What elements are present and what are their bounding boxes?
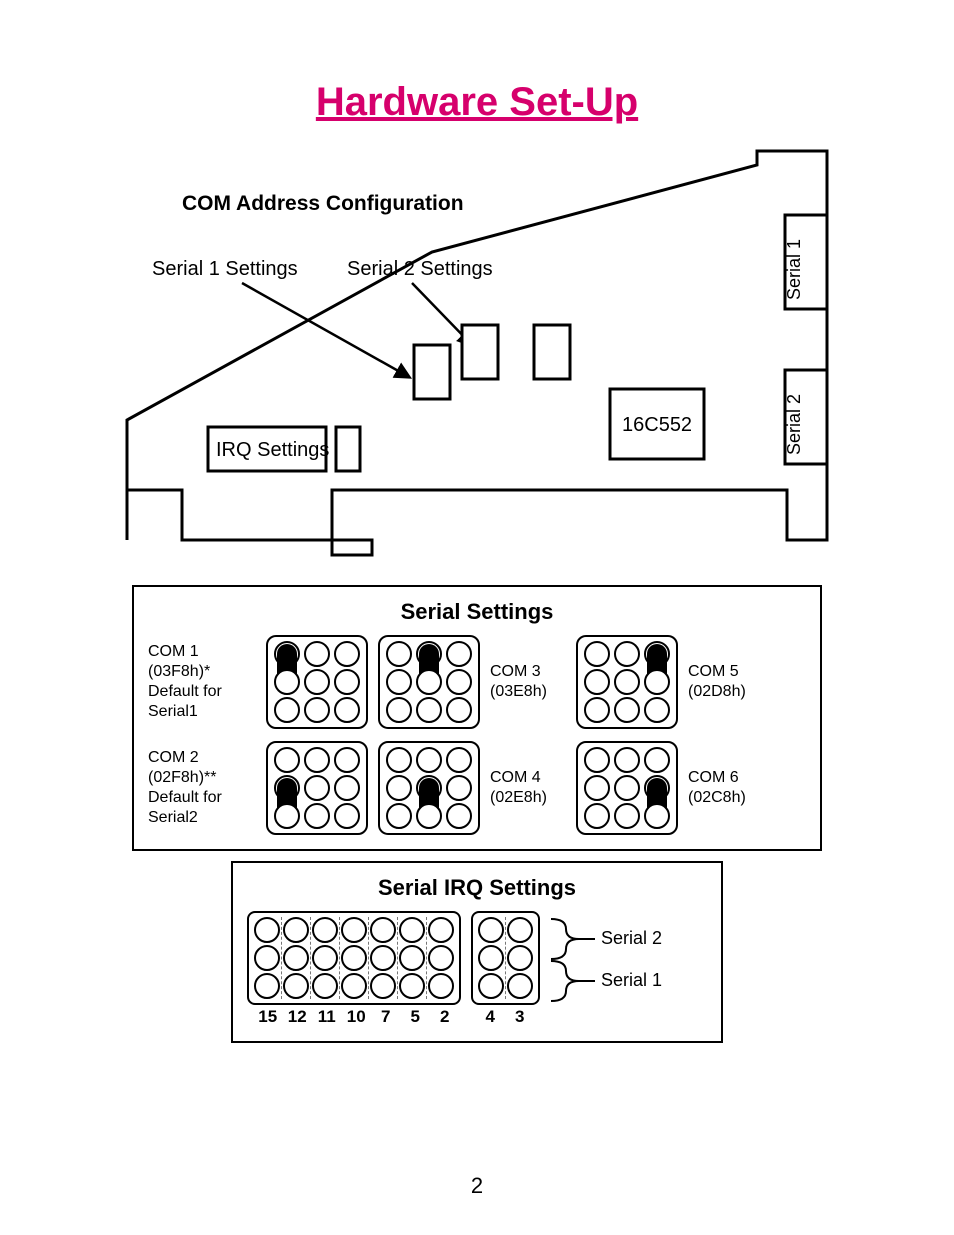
card-heading: COM Address Configuration xyxy=(182,192,464,215)
jumper-block xyxy=(378,741,480,835)
chip-label: 16C552 xyxy=(622,414,692,436)
com-label: COM 1(03F8h)*Default forSerial1 xyxy=(148,642,256,722)
irq-number: 11 xyxy=(312,1007,342,1027)
com-label: COM 2(02F8h)**Default forSerial2 xyxy=(148,748,256,828)
jumper-block xyxy=(266,741,368,835)
irq-number: 12 xyxy=(283,1007,313,1027)
irq-number: 4 xyxy=(476,1007,506,1027)
serial1-settings-label: Serial 1 Settings xyxy=(152,258,298,280)
irq-settings-label: IRQ Settings xyxy=(216,439,329,461)
irq-number: 5 xyxy=(401,1007,431,1027)
jumper-block xyxy=(378,635,480,729)
com-label: COM 3(03E8h) xyxy=(490,662,566,702)
irq-number: 10 xyxy=(342,1007,372,1027)
serial-settings-title: Serial Settings xyxy=(148,599,806,625)
com-label: COM 5(02D8h) xyxy=(688,662,764,702)
jumper-block xyxy=(576,741,678,835)
serial2-settings-label: Serial 2 Settings xyxy=(347,258,493,280)
com-label: COM 6(02C8h) xyxy=(688,768,764,808)
port-serial2-label: Serial 2 xyxy=(784,394,804,455)
irq-block xyxy=(471,911,540,1005)
port-serial1-label: Serial 1 xyxy=(784,239,804,300)
irq-brace: Serial 2 Serial 1 xyxy=(547,909,697,1009)
irq-block xyxy=(247,911,461,1005)
serial-settings-panel: Serial Settings COM 1(03F8h)*Default for… xyxy=(132,585,822,851)
irq-settings-title: Serial IRQ Settings xyxy=(247,875,707,901)
irq-settings-panel: Serial IRQ Settings 1512111075243 Serial… xyxy=(231,861,723,1043)
page-number: 2 xyxy=(0,1173,954,1199)
irq-number: 3 xyxy=(505,1007,535,1027)
card-diagram: Serial 1 Serial 2 COM Address Configurat… xyxy=(122,145,832,575)
irq-number: 2 xyxy=(430,1007,460,1027)
irq-side-top: Serial 2 xyxy=(601,928,662,948)
page-title: Hardware Set-Up xyxy=(60,80,894,125)
irq-number: 15 xyxy=(253,1007,283,1027)
irq-side-bottom: Serial 1 xyxy=(601,970,662,990)
jumper-block xyxy=(266,635,368,729)
jumper-block xyxy=(576,635,678,729)
com-label: COM 4(02E8h) xyxy=(490,768,566,808)
irq-number: 7 xyxy=(371,1007,401,1027)
